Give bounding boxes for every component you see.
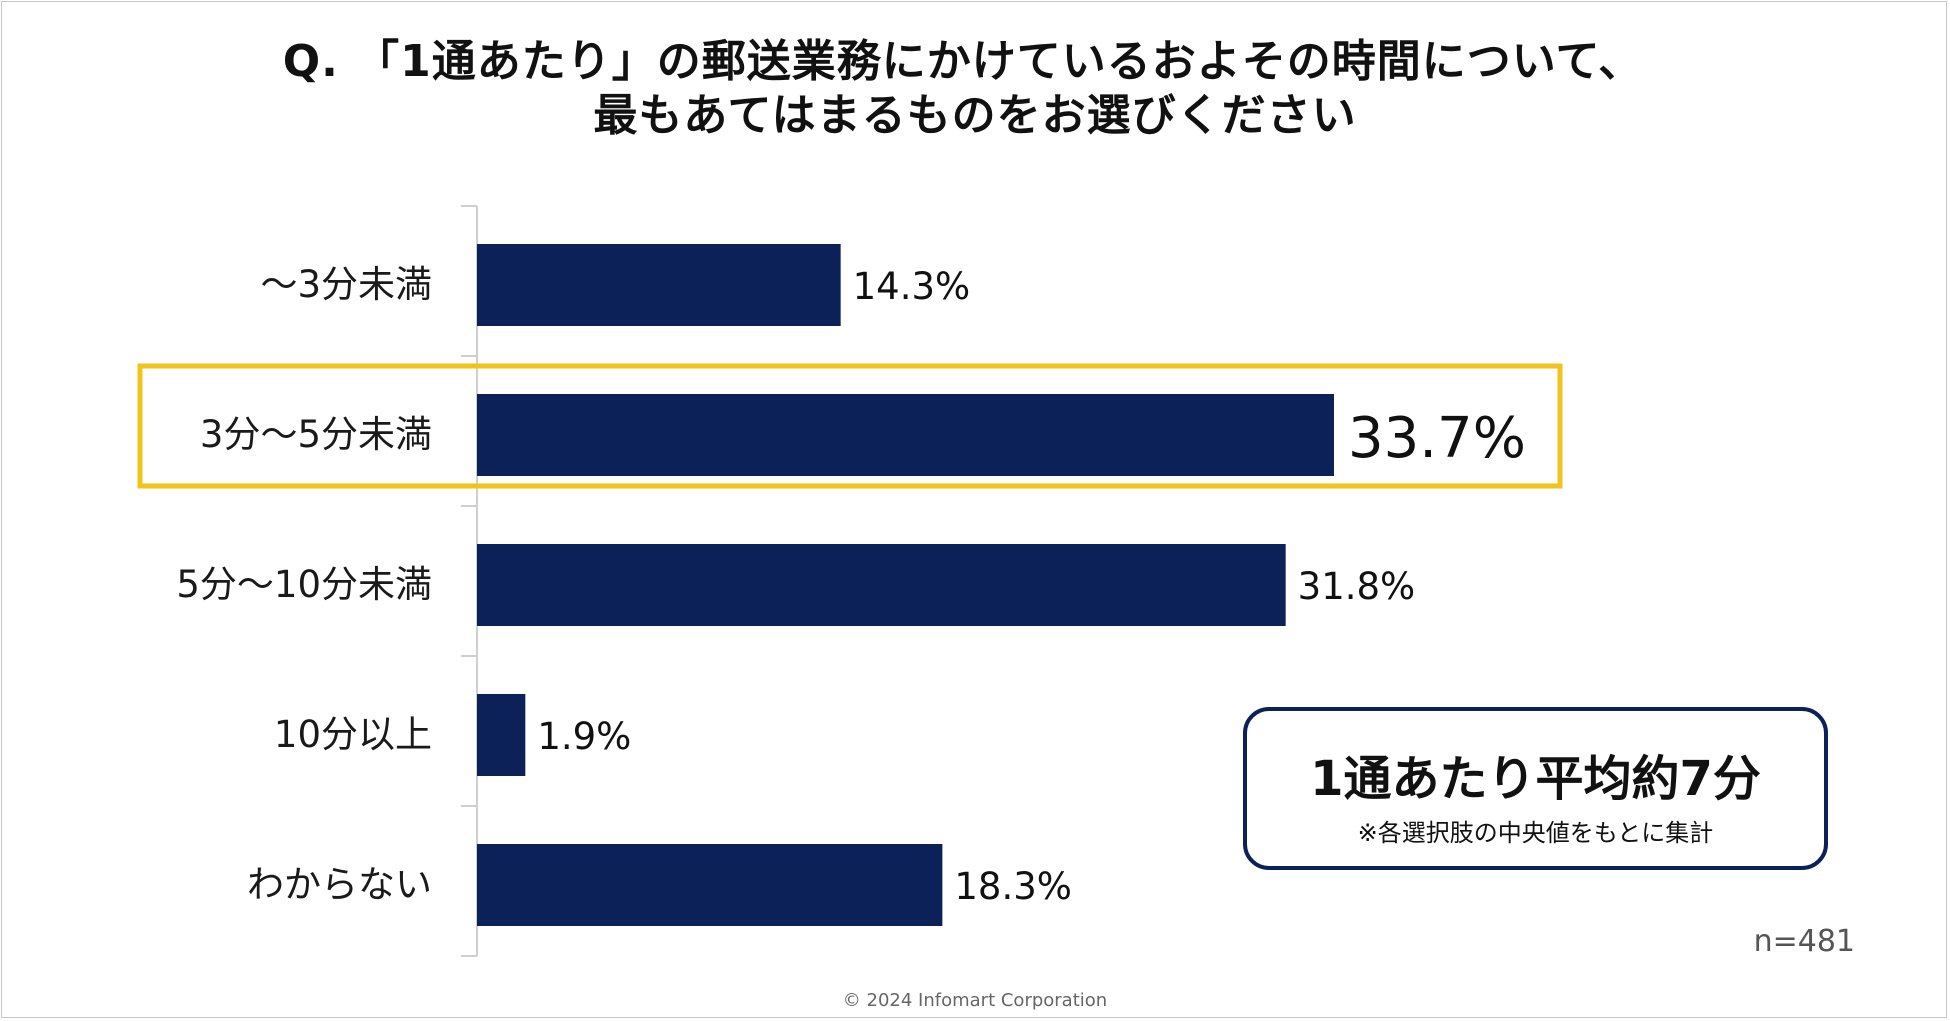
value-label-2: 33.7% (1348, 406, 1526, 471)
highlight-frame (137, 363, 1563, 489)
category-label-4: 10分以上 (274, 713, 432, 756)
value-label-1: 14.3% (853, 265, 971, 308)
chart-title-line-1: Q. 「1通あたり」の郵送業務にかけているおよその時間について、 (282, 36, 1644, 87)
category-label-5: わからない (247, 863, 432, 906)
bar-3 (477, 544, 1286, 626)
value-label-4: 1.9% (537, 715, 631, 758)
category-label-3: 5分～10分未満 (176, 563, 432, 606)
sample-size: n=481 (1753, 924, 1855, 959)
bar-1 (477, 244, 841, 326)
category-label-2: 3分～5分未満 (200, 413, 432, 456)
bar-2 (477, 394, 1334, 476)
bar-4 (477, 694, 526, 776)
value-label-5: 18.3% (954, 865, 1072, 908)
chart-title-line-2: 最もあてはまるものをお選びください (593, 90, 1357, 141)
copyright: © 2024 Infomart Corporation (842, 990, 1108, 1011)
bar-5 (477, 844, 943, 926)
average-summary-box: 1通あたり平均約7分 ※各選択肢の中央値をもとに集計 (1243, 707, 1828, 870)
value-label-3: 31.8% (1298, 565, 1416, 608)
average-summary-text: 1通あたり平均約7分 (1310, 751, 1761, 807)
average-summary-note: ※各選択肢の中央値をもとに集計 (1357, 819, 1714, 847)
category-label-1: ～3分未満 (260, 263, 432, 306)
